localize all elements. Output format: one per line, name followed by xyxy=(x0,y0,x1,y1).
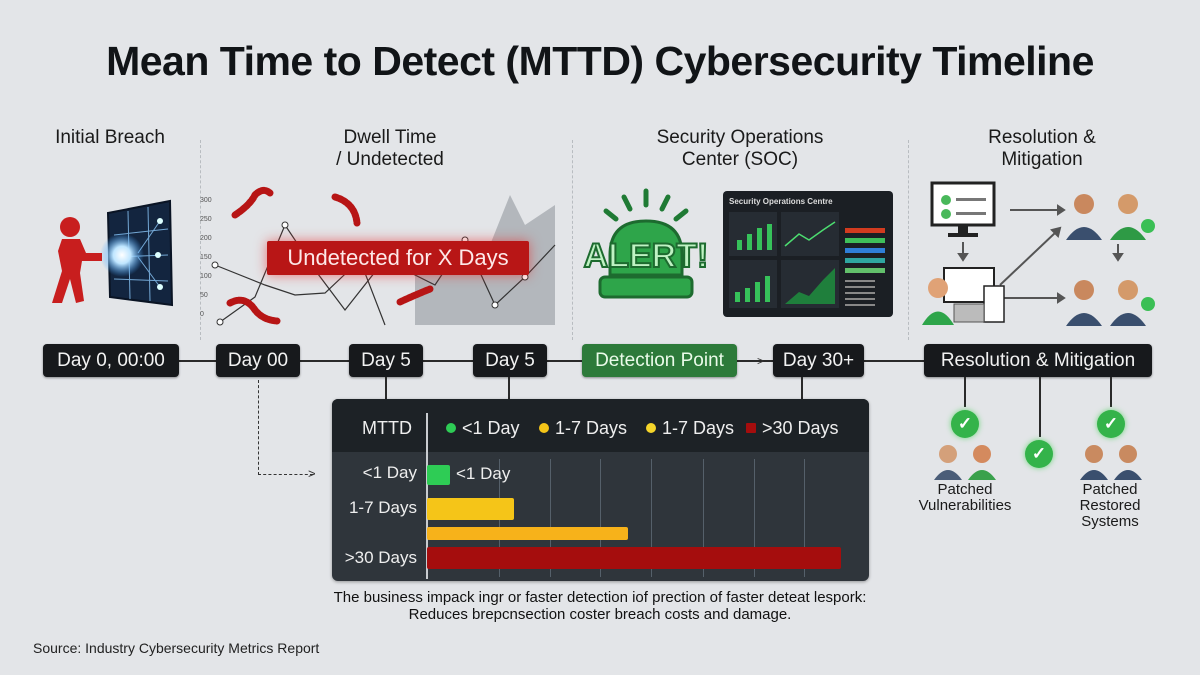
bar-1to7days xyxy=(427,498,514,520)
soc-title-line1: Security Operations xyxy=(656,127,824,148)
dashboard-charts-graphic xyxy=(729,212,885,308)
outcome-line: Patched xyxy=(1082,481,1138,498)
bar-1to7days-b xyxy=(427,527,628,540)
connector-line xyxy=(1110,377,1112,407)
bar-gt30days xyxy=(427,547,841,569)
gridline xyxy=(550,459,551,577)
gridline xyxy=(804,459,805,577)
soc-dashboard-screen: Security Operations Centre xyxy=(723,191,893,317)
section-title-dwell-time: Dwell Time / Undetected xyxy=(290,127,490,171)
legend-label: >30 Days xyxy=(762,418,839,438)
bar-lt1day xyxy=(427,465,450,485)
connector-line xyxy=(508,377,510,399)
category-label: <1 Day xyxy=(362,463,417,482)
legend-dot-icon xyxy=(646,423,656,433)
outcome-label-restored-systems: Patched Restored Systems xyxy=(1060,482,1160,530)
outcome-line: Restored xyxy=(1079,497,1141,514)
legend-item: 1-7 Days xyxy=(646,418,734,439)
chart-header xyxy=(332,399,869,452)
team-avatars-icon xyxy=(934,445,996,480)
section-divider xyxy=(908,140,909,340)
soc-title-line2: Center (SOC) xyxy=(681,149,799,170)
dashed-connector xyxy=(258,380,259,475)
legend-label: <1 Day xyxy=(462,418,520,438)
section-divider xyxy=(200,140,201,340)
y-tick: 250 xyxy=(200,216,212,223)
resolution-workflow-graphic xyxy=(922,181,1155,326)
timeline-marker-resolution: Resolution & Mitigation xyxy=(924,344,1152,377)
gridline xyxy=(600,459,601,577)
timeline-marker-day0: Day 0, 00:00 xyxy=(43,344,179,377)
y-tick: 300 xyxy=(200,197,212,204)
timeline-marker-day5-b: Day 5 xyxy=(473,344,547,377)
outcome-label-patched-vulnerabilities: Patched Vulnerabilities xyxy=(905,482,1025,514)
y-tick: 100 xyxy=(200,273,212,280)
caption-line2: Reduces brepcnsection coster breach cost… xyxy=(408,606,792,623)
connector-line xyxy=(1039,377,1041,437)
legend-dot-icon xyxy=(539,423,549,433)
legend-item: 1-7 Days xyxy=(539,418,627,439)
hacker-breach-icon xyxy=(52,199,174,307)
caption-line1: The business impack ingr or faster detec… xyxy=(333,589,867,606)
dwell-time-chart: 300 250 200 150 100 50 0 Undetected for X Days xyxy=(200,185,560,330)
category-label: >30 Days xyxy=(344,548,417,567)
category-label: 1-7 Days xyxy=(348,498,417,517)
source-note: Source: Industry Cybersecurity Metrics R… xyxy=(33,640,320,656)
page-title: Mean Time to Detect (MTTD) Cybersecurity… xyxy=(106,38,1094,84)
team-avatars-icon xyxy=(1080,445,1142,480)
timeline-marker-day30: Day 30+ xyxy=(773,344,864,377)
dashed-connector xyxy=(258,474,313,475)
arrow-right-icon: > xyxy=(308,466,316,481)
y-tick: 150 xyxy=(200,254,212,261)
legend-item: <1 Day xyxy=(446,418,520,439)
gridline xyxy=(651,459,652,577)
alert-text: ALERT! xyxy=(584,237,709,275)
y-tick: 50 xyxy=(200,292,208,299)
legend-dot-icon xyxy=(446,423,456,433)
mttd-chart-panel: MTTD <1 Day 1-7 Days 1-7 Days >30 Days <… xyxy=(332,399,869,581)
section-divider xyxy=(572,140,573,340)
y-tick: 0 xyxy=(200,311,204,318)
section-title-soc: Security Operations Center (SOC) xyxy=(620,127,860,171)
resolution-title-line2: Mitigation xyxy=(1001,149,1083,170)
dwell-title-line1: Dwell Time xyxy=(343,127,437,148)
gridline xyxy=(703,459,704,577)
legend-item: >30 Days xyxy=(746,418,839,439)
outcome-line: Patched xyxy=(937,481,993,498)
section-title-initial-breach: Initial Breach xyxy=(55,127,165,148)
chart-title: MTTD xyxy=(362,418,412,438)
outcome-line: Systems xyxy=(1081,513,1139,530)
check-icon: ✓ xyxy=(951,410,979,438)
resolution-title-line1: Resolution & xyxy=(988,127,1096,148)
connector-line xyxy=(964,377,966,407)
alert-siren-icon: ALERT! xyxy=(583,188,709,299)
dwell-y-axis: 300 250 200 150 100 50 0 xyxy=(200,191,212,324)
section-title-resolution: Resolution & Mitigation xyxy=(942,127,1142,171)
y-tick: 200 xyxy=(200,235,212,242)
timeline-marker-day00: Day 00 xyxy=(216,344,300,377)
legend-label: 1-7 Days xyxy=(555,418,628,438)
bar-inline-label: <1 Day xyxy=(456,464,511,483)
timeline-axis xyxy=(178,360,928,362)
outcome-line: Vulnerabilities xyxy=(918,497,1012,514)
undetected-banner: Undetected for X Days xyxy=(267,241,529,275)
chart-y-axis xyxy=(426,413,428,579)
connector-line xyxy=(801,377,803,399)
gridline xyxy=(754,459,755,577)
dwell-title-line2: / Undetected xyxy=(336,149,444,170)
dashboard-title: Security Operations Centre xyxy=(729,197,833,206)
legend-dot-icon xyxy=(746,423,756,433)
legend-label: 1-7 Days xyxy=(662,418,735,438)
timeline-marker-detection-point: Detection Point xyxy=(582,344,737,377)
arrow-right-icon: > xyxy=(757,354,765,368)
check-icon: ✓ xyxy=(1097,410,1125,438)
timeline-marker-day5: Day 5 xyxy=(349,344,423,377)
check-icon: ✓ xyxy=(1025,440,1053,468)
connector-line xyxy=(385,377,387,399)
